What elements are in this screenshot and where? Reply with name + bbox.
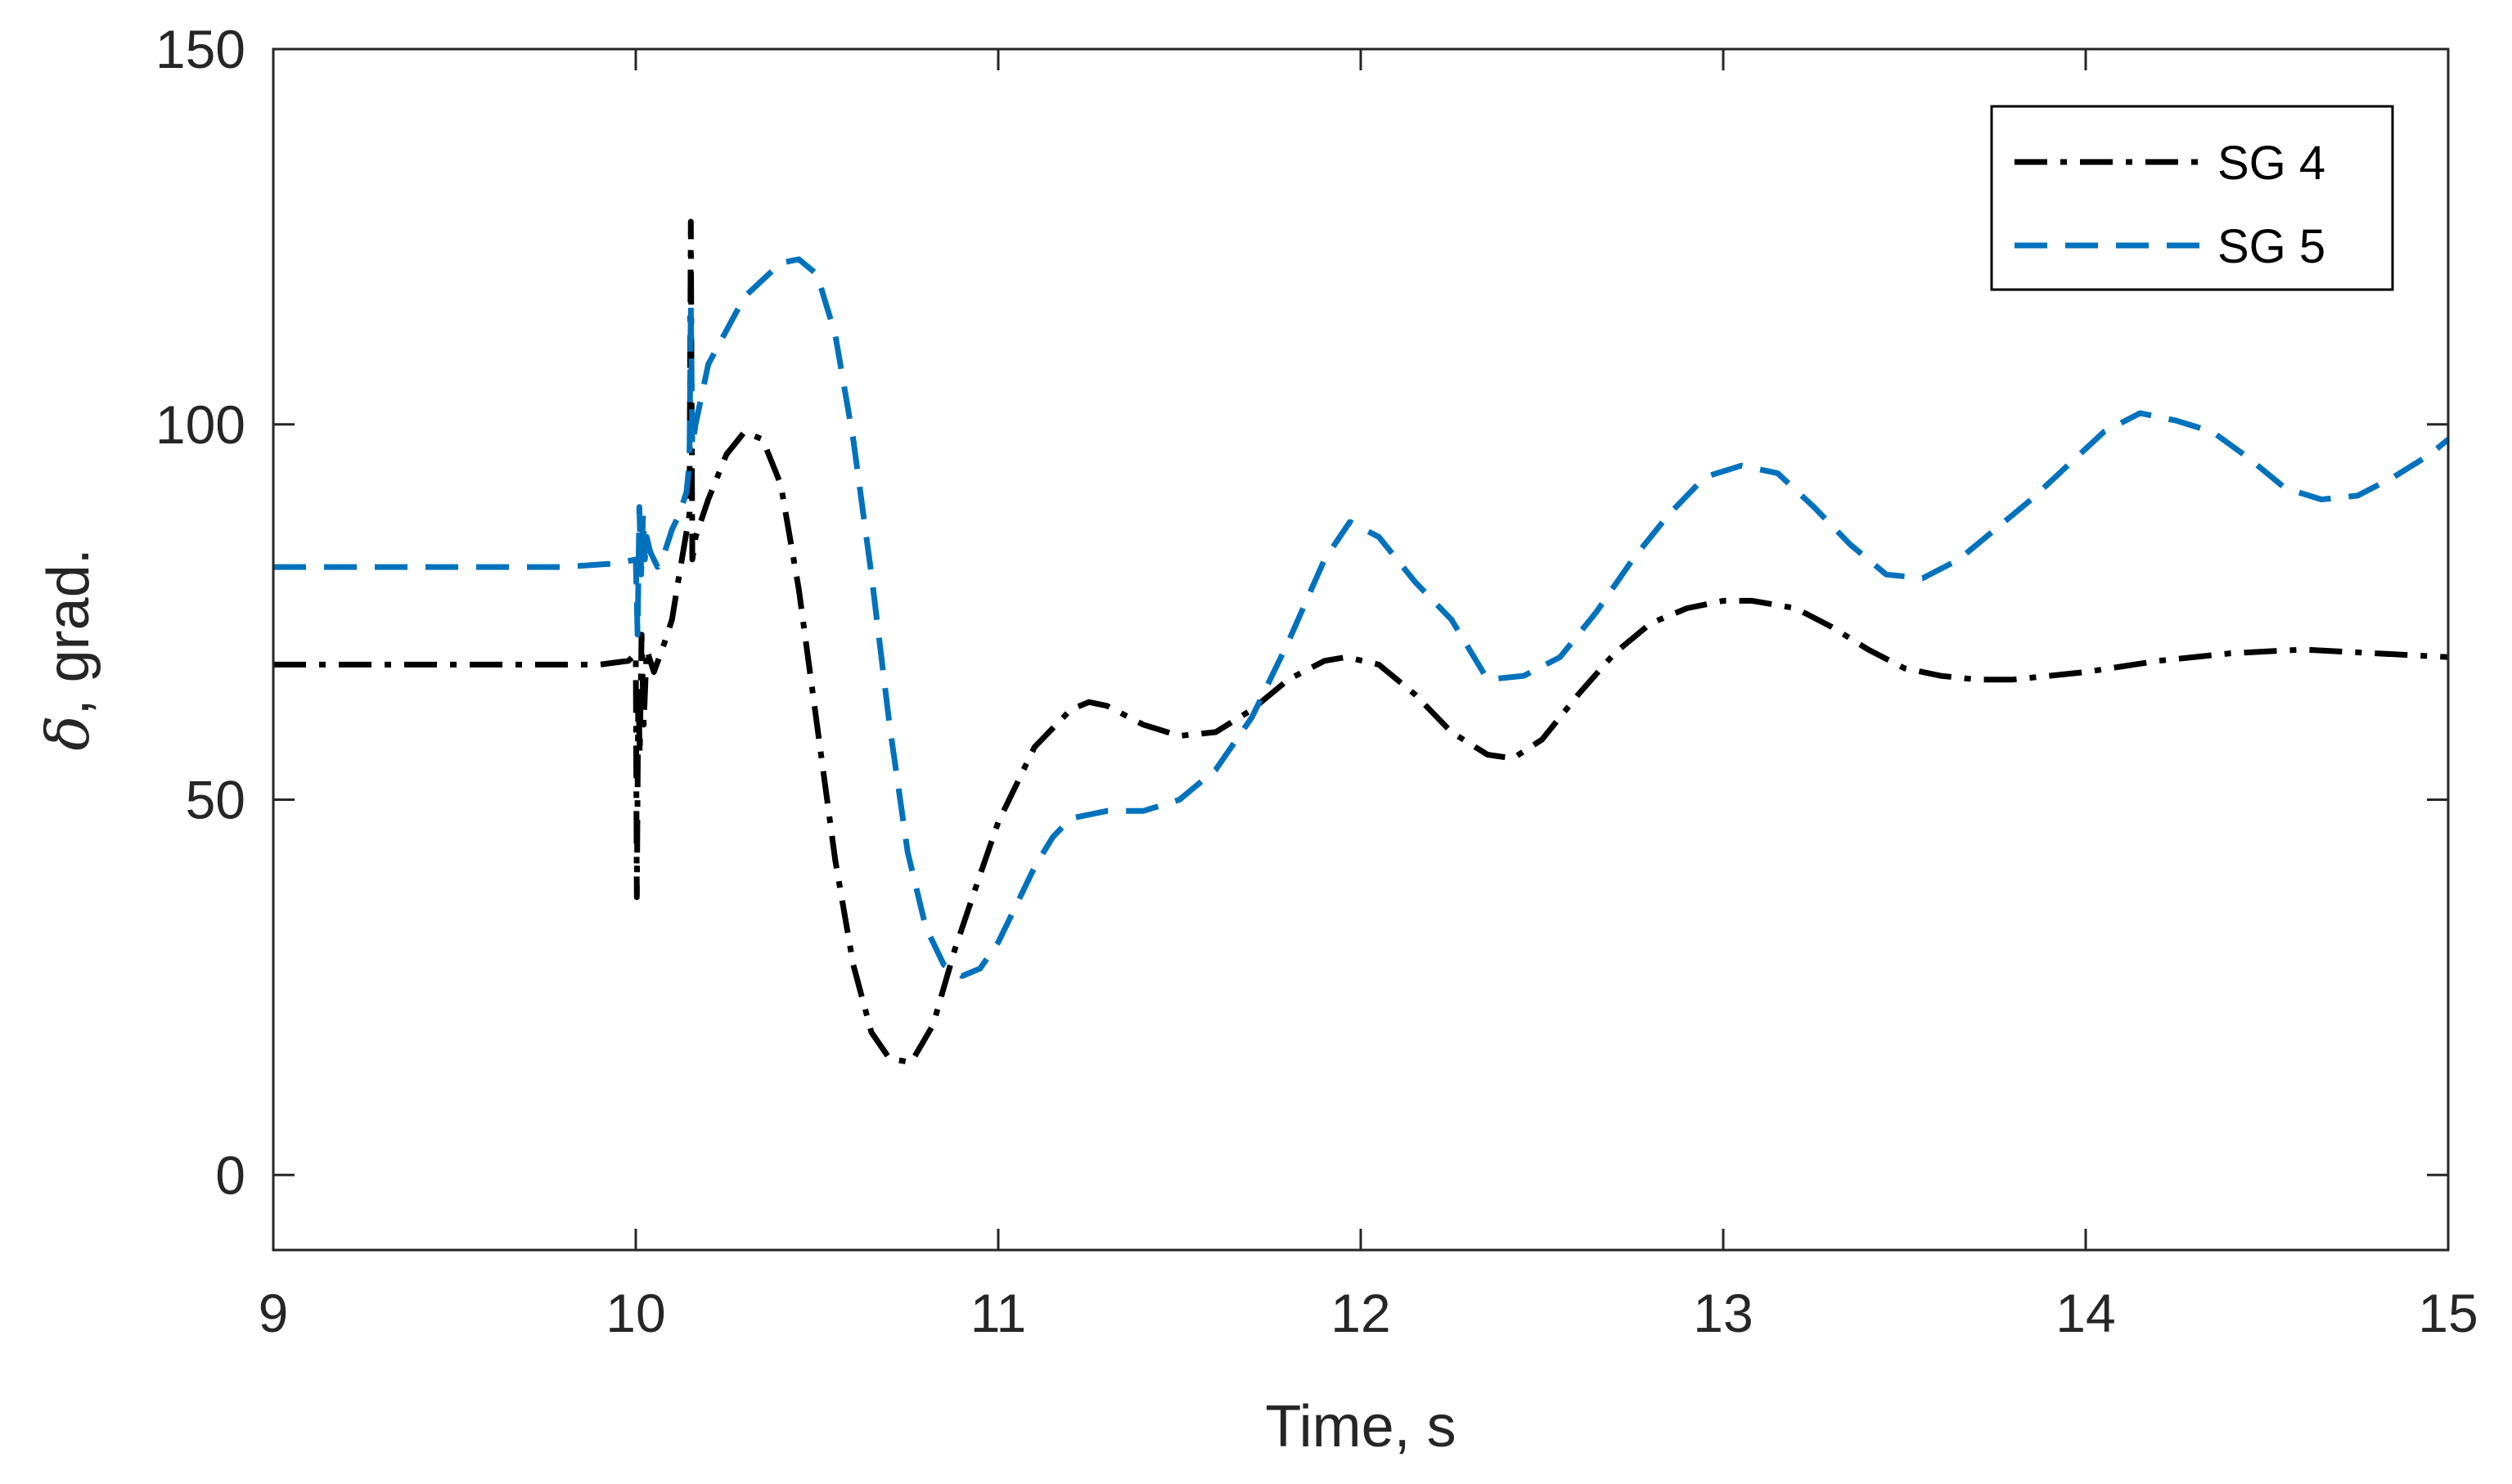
plot-area-frame xyxy=(272,47,2450,1252)
series-layer xyxy=(273,218,2451,1066)
series-line-sg4 xyxy=(273,218,2449,1066)
y-axis-label-symbol: δ xyxy=(34,715,102,750)
x-tick-label: 9 xyxy=(259,1283,289,1343)
x-tick-label: 14 xyxy=(2055,1283,2115,1343)
x-tick-label: 10 xyxy=(605,1283,665,1343)
x-tick-label: 11 xyxy=(970,1283,1027,1343)
x-tick-label: 13 xyxy=(1693,1283,1753,1343)
x-tick-label: 15 xyxy=(2418,1283,2478,1343)
legend-label-sg5: SG 5 xyxy=(2217,220,2325,273)
y-axis-label: δ, grad. xyxy=(34,548,102,750)
y-axis-label-text: , grad. xyxy=(36,548,101,715)
y-tick-label: 150 xyxy=(155,19,245,79)
y-tick-label: 100 xyxy=(155,394,245,455)
legend-label-sg4: SG 4 xyxy=(2217,137,2325,190)
x-axis-label: Time, s xyxy=(1265,1394,1456,1459)
legend-box xyxy=(1990,105,2394,291)
x-tick-label: 12 xyxy=(1330,1283,1390,1343)
y-tick-label: 0 xyxy=(215,1144,245,1205)
y-axis-ticks: 0 50 100 150 xyxy=(155,19,2448,1205)
legend: SG 4 SG 5 xyxy=(1990,105,2394,291)
x-axis-ticks: 9 10 11 12 13 14 15 xyxy=(259,49,2478,1343)
series-line-sg5 xyxy=(273,256,2451,979)
y-tick-label: 50 xyxy=(186,770,245,830)
